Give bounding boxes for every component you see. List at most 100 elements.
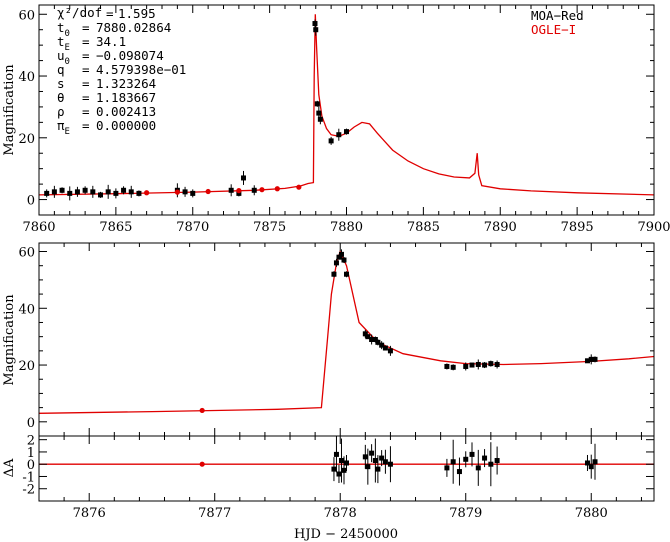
- x-tick-label: 7878: [324, 506, 357, 521]
- param-eq: =: [82, 118, 90, 133]
- moa-point: [382, 459, 388, 465]
- overview-y-label: Magnification: [2, 64, 17, 156]
- moa-point: [488, 461, 494, 467]
- moa-point: [240, 175, 246, 181]
- x-tick-label: 7870: [176, 220, 209, 235]
- moa-point: [312, 21, 318, 27]
- x-axis-label: HJD − 2450000: [294, 527, 398, 542]
- ogle-point: [259, 187, 265, 193]
- param-eq: =: [82, 104, 90, 119]
- x-tick-label: 7865: [99, 220, 132, 235]
- moa-point: [387, 461, 393, 467]
- moa-point: [372, 458, 378, 464]
- moa-point: [344, 129, 349, 135]
- overview-model-curve: [38, 14, 655, 196]
- param-chi2-eq: =: [106, 6, 114, 21]
- moa-point: [333, 451, 339, 457]
- model-curve: [38, 14, 655, 196]
- y-tick-label: 0: [27, 194, 35, 209]
- moa-point: [362, 331, 368, 337]
- moa-point: [482, 455, 488, 461]
- residual-data-points: [199, 436, 598, 487]
- param-value: −0.098074: [96, 48, 164, 63]
- ogle-point: [199, 461, 205, 467]
- y-tick-label: 0: [27, 458, 35, 473]
- moa-point: [44, 190, 50, 196]
- x-tick-label: 7877: [198, 506, 231, 521]
- ogle-point: [274, 186, 280, 192]
- param-label: s: [57, 76, 65, 91]
- zoom-data-points: [199, 249, 598, 414]
- moa-point: [588, 356, 594, 362]
- y-tick-label: 20: [18, 359, 35, 374]
- moa-point: [475, 465, 481, 471]
- param-label: ρ: [57, 104, 65, 119]
- moa-point: [51, 189, 57, 195]
- moa-point: [336, 254, 342, 260]
- moa-point: [317, 116, 323, 122]
- x-tick-label: 7900: [637, 220, 670, 235]
- moa-point: [475, 361, 481, 367]
- param-value: 4.579398e−01: [96, 62, 186, 77]
- y-tick-label: 40: [18, 302, 35, 317]
- moa-point: [488, 361, 494, 367]
- moa-point: [336, 132, 342, 138]
- moa-point: [463, 363, 469, 369]
- moa-point: [592, 356, 598, 362]
- legend-moa: MOA−Red: [531, 8, 584, 23]
- param-value: 1.323264: [96, 76, 156, 91]
- moa-point: [362, 454, 368, 460]
- moa-point: [331, 466, 337, 472]
- moa-point: [316, 110, 322, 116]
- x-tick-label: 7876: [73, 506, 106, 521]
- ogle-point: [205, 188, 211, 195]
- moa-point: [344, 271, 349, 277]
- moa-point: [341, 257, 347, 263]
- param-eq: =: [82, 76, 90, 91]
- moa-point: [369, 337, 375, 342]
- ogle-point: [174, 189, 180, 195]
- moa-point: [90, 189, 96, 195]
- x-tick-label: 7895: [561, 220, 594, 235]
- moa-point: [333, 260, 339, 266]
- moa-point: [375, 466, 381, 472]
- param-label: πE: [57, 118, 70, 137]
- moa-point: [338, 251, 344, 257]
- moa-point: [105, 189, 111, 195]
- moa-point: [182, 189, 188, 195]
- param-eq: =: [82, 62, 90, 77]
- moa-point: [336, 471, 342, 477]
- moa-point: [444, 363, 450, 369]
- y-tick-label: 0: [27, 416, 35, 431]
- residual-y-label: ΔA: [2, 458, 17, 477]
- moa-point: [98, 192, 103, 198]
- moa-point: [328, 138, 334, 144]
- param-label: θ: [57, 90, 65, 105]
- param-value: 7880.02864: [96, 20, 171, 35]
- moa-point: [494, 458, 500, 464]
- y-tick-label: 60: [18, 246, 35, 261]
- residual-frame: [38, 435, 655, 502]
- y-tick-label: 1: [27, 446, 35, 461]
- overview-ticks: 7860 7865 7870 7875 7880 7885 7890 7895 7900 0 20 4…: [18, 5, 670, 235]
- ogle-point: [144, 190, 150, 196]
- ogle-point: [296, 184, 302, 190]
- param-value: 34.1: [96, 34, 126, 49]
- moa-point: [74, 189, 80, 195]
- moa-point: [382, 345, 388, 351]
- param-eq: =: [82, 34, 90, 49]
- moa-point: [469, 362, 475, 368]
- x-tick-label: 7879: [449, 506, 482, 521]
- moa-point: [584, 460, 590, 466]
- param-eq: =: [82, 90, 90, 105]
- moa-point: [136, 190, 142, 196]
- moa-point: [588, 464, 594, 470]
- ogle-point: [199, 407, 205, 414]
- param-chi2-label: χ²/dof: [57, 5, 102, 20]
- moa-point: [469, 451, 475, 457]
- x-tick-label: 7880: [330, 220, 363, 235]
- moa-point: [314, 101, 320, 107]
- moa-point: [67, 190, 73, 196]
